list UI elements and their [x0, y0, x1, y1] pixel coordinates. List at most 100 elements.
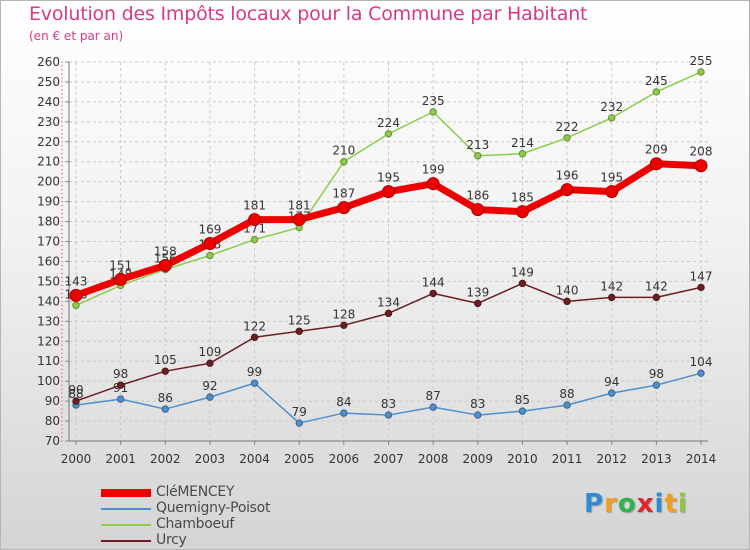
data-label: 196 — [556, 169, 579, 183]
x-tick-label: 2004 — [239, 452, 270, 466]
data-label: 199 — [422, 163, 445, 177]
data-label: 181 — [288, 199, 311, 213]
data-label: 104 — [690, 355, 713, 369]
data-point — [474, 411, 482, 419]
data-point — [426, 177, 440, 191]
data-label: 210 — [332, 144, 355, 158]
data-label: 213 — [466, 138, 489, 152]
data-label: 94 — [604, 375, 619, 389]
data-point — [697, 68, 705, 76]
data-point — [605, 185, 619, 199]
data-label: 109 — [198, 345, 221, 359]
data-point — [652, 88, 661, 96]
chart-subtitle: (en € et par an) — [29, 29, 124, 43]
x-tick-label: 2001 — [105, 452, 136, 466]
data-label: 245 — [645, 74, 668, 88]
y-tick-label: 70 — [45, 434, 60, 448]
data-point — [69, 288, 83, 302]
y-tick-label: 120 — [37, 334, 60, 348]
data-label: 88 — [68, 387, 83, 401]
data-point — [518, 407, 527, 415]
data-point — [697, 369, 705, 377]
logo-letter: t — [664, 489, 678, 519]
x-tick-label: 2000 — [61, 452, 92, 466]
data-point — [203, 237, 217, 251]
data-point — [340, 321, 348, 330]
data-label: 224 — [377, 116, 400, 130]
data-point — [72, 397, 80, 405]
x-tick-label: 2011 — [552, 452, 583, 466]
data-point — [384, 411, 393, 419]
legend-swatch — [101, 524, 151, 526]
data-label: 83 — [381, 397, 396, 411]
data-label: 222 — [556, 120, 579, 134]
x-tick-label: 2010 — [507, 452, 538, 466]
x-tick-label: 2012 — [596, 452, 627, 466]
data-point — [694, 159, 708, 173]
legend-label: Urcy — [156, 532, 187, 548]
data-label: 98 — [649, 367, 664, 381]
y-tick-label: 240 — [37, 95, 60, 109]
y-tick-label: 170 — [37, 235, 60, 249]
logo-letter: i — [677, 489, 688, 519]
y-tick-label: 110 — [37, 354, 60, 368]
data-label: 79 — [292, 405, 307, 419]
data-point — [560, 183, 574, 197]
data-label: 92 — [202, 379, 217, 393]
x-tick-label: 2013 — [641, 452, 672, 466]
data-label: 105 — [154, 353, 177, 367]
x-tick-label: 2005 — [284, 452, 315, 466]
data-label: 125 — [288, 313, 311, 327]
data-point — [72, 301, 80, 310]
data-label: 140 — [556, 283, 579, 297]
data-point — [384, 309, 393, 318]
data-label: 186 — [466, 189, 489, 203]
data-point — [608, 293, 616, 302]
data-point — [515, 205, 529, 219]
data-point — [295, 327, 303, 335]
legend-swatch — [101, 489, 151, 497]
data-label: 208 — [690, 145, 713, 159]
data-label: 187 — [332, 187, 355, 201]
data-label: 169 — [198, 223, 221, 237]
data-point — [116, 381, 125, 389]
y-tick-label: 180 — [37, 215, 60, 229]
data-point — [250, 235, 259, 244]
data-label: 128 — [332, 307, 355, 321]
y-tick-label: 90 — [45, 394, 60, 408]
data-point — [158, 258, 172, 272]
data-label: 232 — [600, 100, 623, 114]
legend-label: Quemigny-Poisot — [156, 500, 271, 516]
data-label: 147 — [690, 269, 713, 283]
y-tick-label: 230 — [37, 115, 60, 129]
logo-letter: o — [617, 489, 637, 519]
x-tick-label: 2006 — [329, 452, 360, 466]
data-label: 209 — [645, 143, 668, 157]
data-point — [474, 152, 482, 160]
data-point — [649, 157, 663, 171]
data-point — [161, 367, 169, 375]
x-tick-label: 2003 — [195, 452, 226, 466]
data-point — [340, 158, 348, 166]
data-point — [116, 395, 125, 403]
data-label: 181 — [243, 199, 266, 213]
data-label: 85 — [515, 393, 530, 407]
data-point — [206, 251, 214, 260]
data-point — [563, 401, 571, 409]
data-point — [518, 279, 527, 288]
legend-swatch — [101, 540, 151, 542]
data-label: 87 — [426, 389, 441, 403]
data-label: 98 — [113, 367, 128, 381]
data-point — [563, 297, 571, 306]
y-tick-label: 200 — [37, 175, 60, 189]
x-tick-label: 2002 — [150, 452, 181, 466]
logo-letter: P — [584, 489, 605, 519]
data-point — [474, 299, 482, 308]
data-point — [608, 114, 616, 122]
y-tick-label: 220 — [37, 135, 60, 149]
data-label: 143 — [65, 274, 88, 288]
data-label: 158 — [154, 244, 177, 258]
proxiti-logo: Proxiti — [584, 489, 688, 519]
